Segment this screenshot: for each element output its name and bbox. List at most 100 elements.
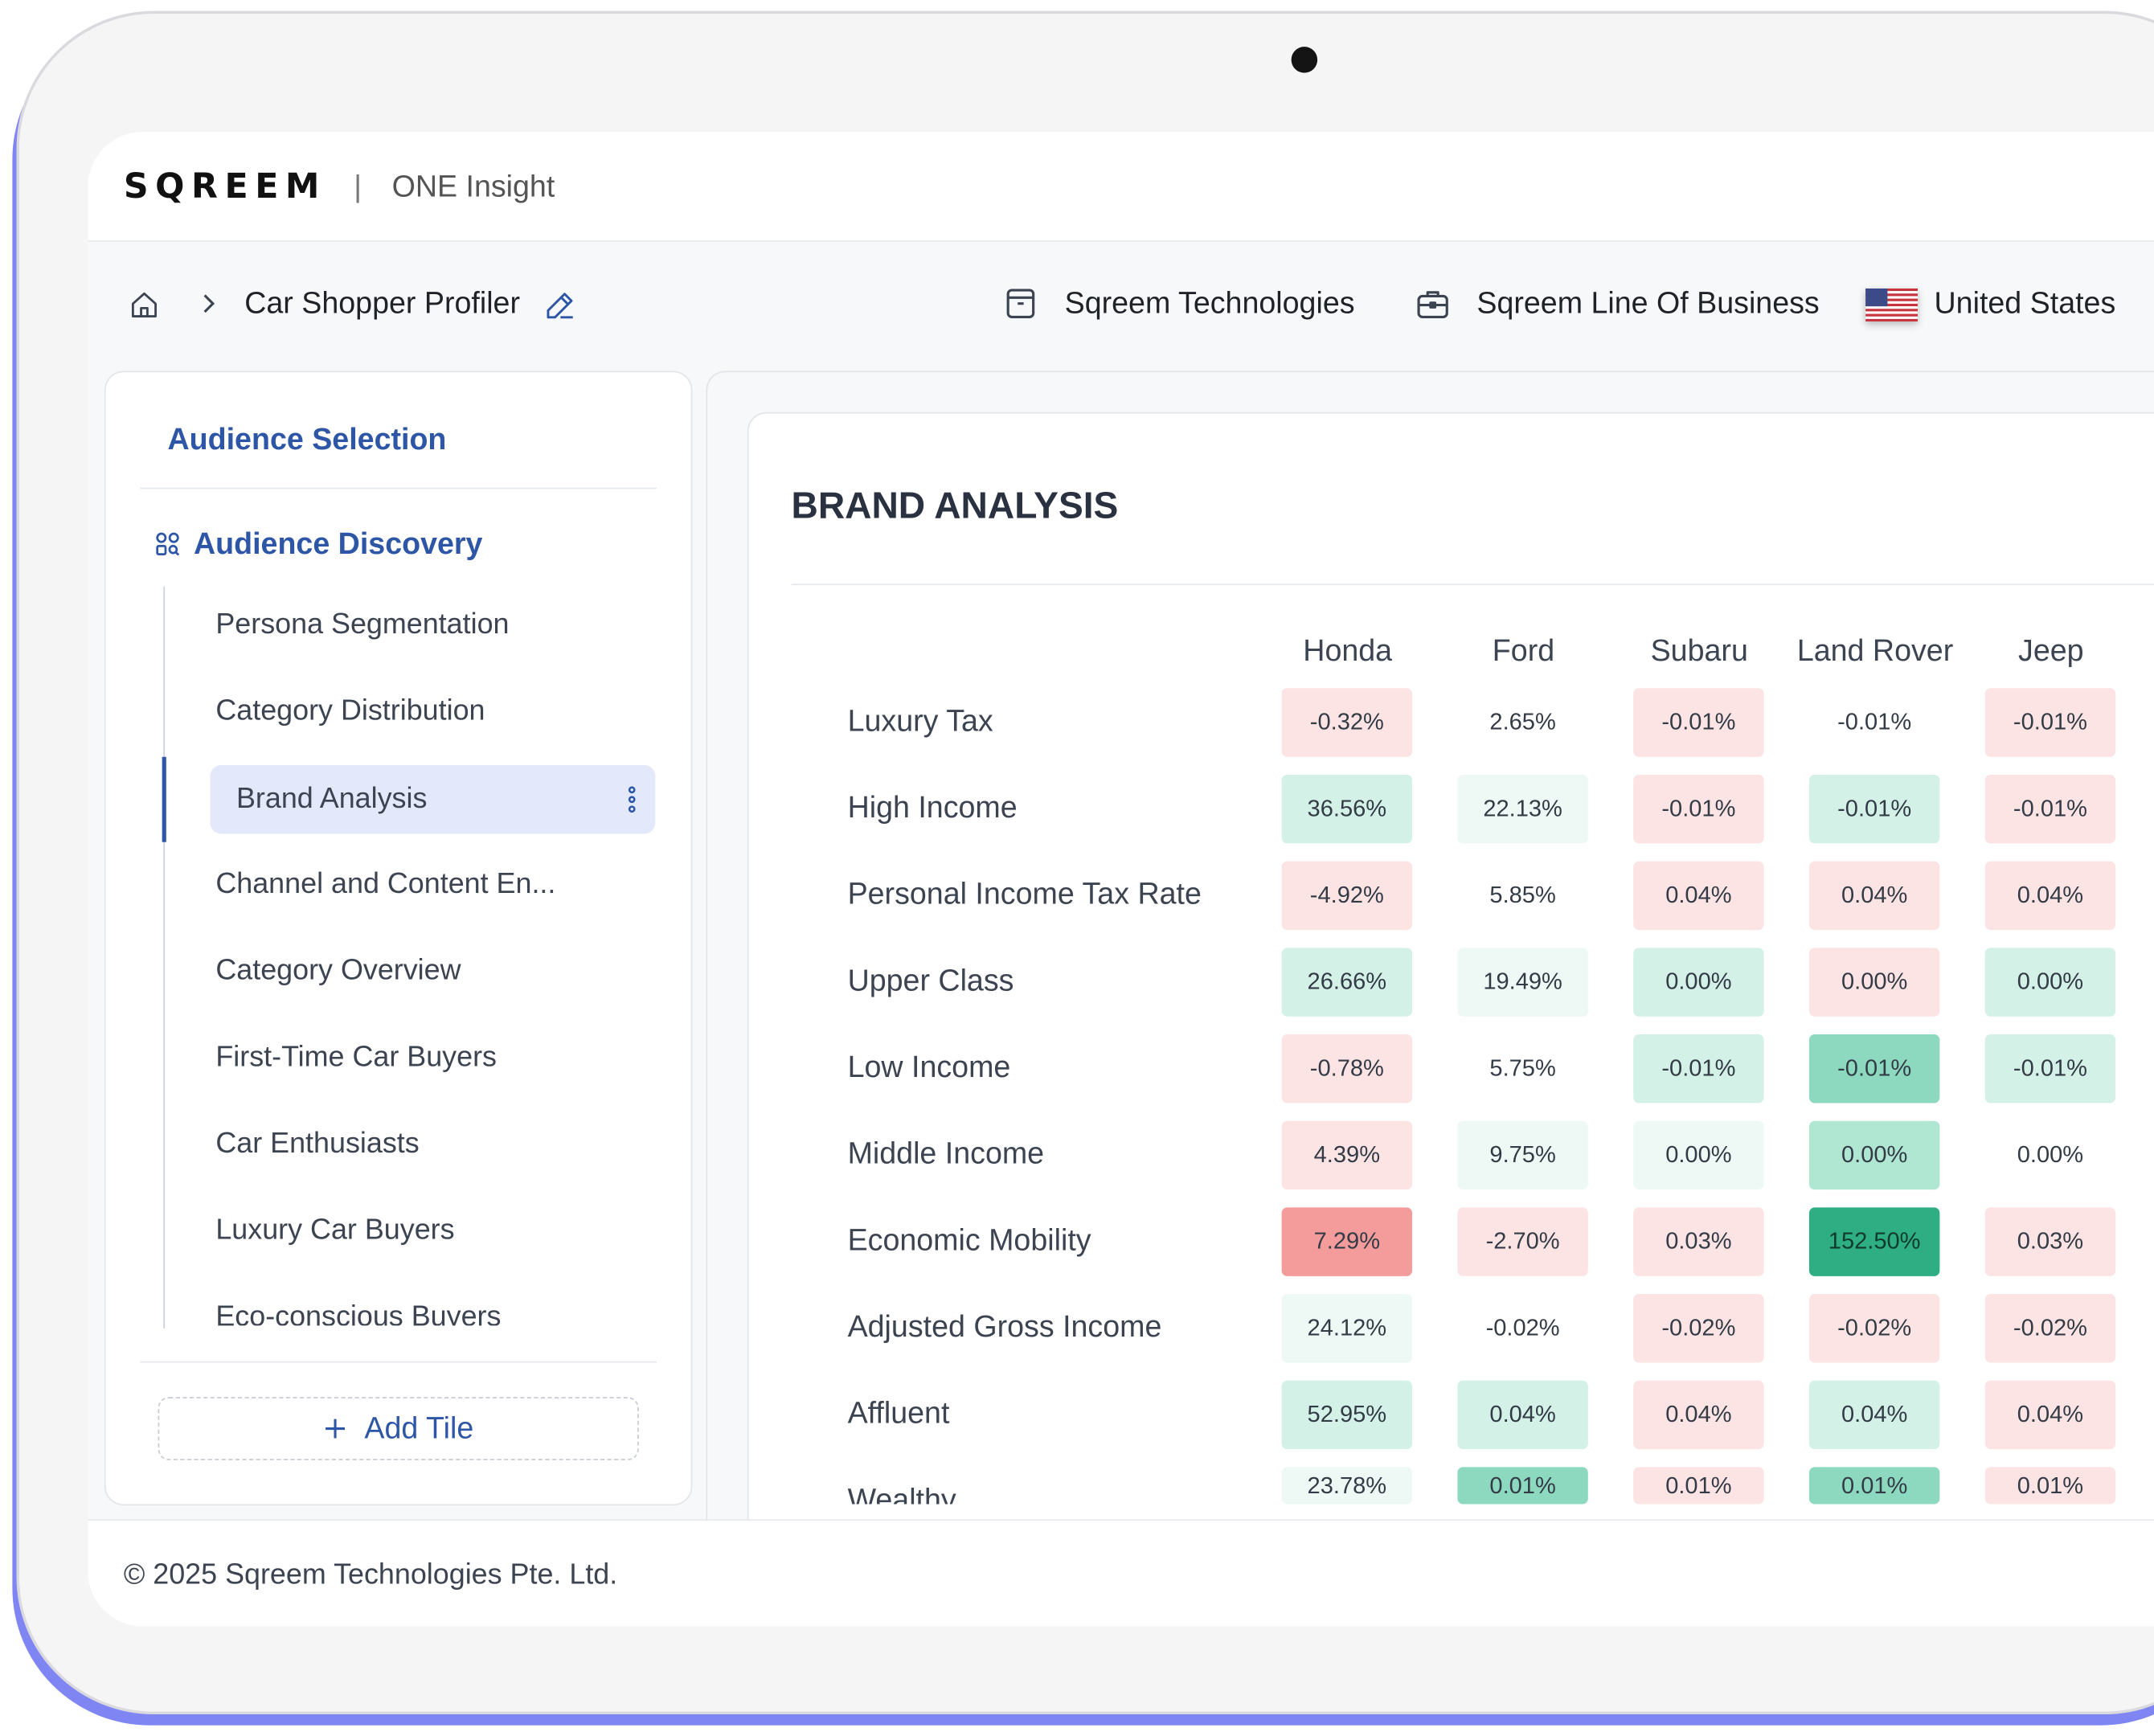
row-label: Middle Income <box>847 1136 1045 1171</box>
matrix-cell[interactable]: 0.03% <box>1984 1207 2116 1276</box>
matrix-cell[interactable]: 0.00% <box>1808 1120 1940 1190</box>
matrix-cell[interactable]: 0.01% <box>1633 1467 1764 1505</box>
matrix-cell[interactable]: 0.01% <box>1984 1467 2116 1505</box>
matrix-cell[interactable]: -0.02% <box>1457 1294 1588 1363</box>
matrix-cell[interactable]: 0.00% <box>1984 948 2116 1017</box>
matrix-cell[interactable]: 0.04% <box>1633 1380 1764 1450</box>
matrix-cell[interactable]: 0.03% <box>1633 1207 1764 1276</box>
matrix-cell[interactable]: 22.13% <box>1457 774 1588 844</box>
top-bar: SQREEM | ONE Insight <box>88 132 2154 242</box>
matrix-cell[interactable]: 9.75% <box>1457 1120 1588 1190</box>
matrix-cell[interactable]: -0.01% <box>1984 688 2116 757</box>
product-name: ONE Insight <box>391 168 555 203</box>
row-label: Economic Mobility <box>847 1222 1091 1257</box>
country-selector[interactable]: United States <box>1934 285 2116 321</box>
add-tile-button[interactable]: Add Tile <box>158 1397 639 1460</box>
row-label: High Income <box>847 789 1018 825</box>
audience-discovery-label: Audience Discovery <box>193 526 483 561</box>
copyright-text: © 2025 Sqreem Technologies Pte. Ltd. <box>123 1558 618 1591</box>
matrix-cell[interactable]: 0.04% <box>1984 1380 2116 1450</box>
briefcase-icon <box>1417 291 1448 318</box>
matrix-cell[interactable]: -4.92% <box>1281 861 1413 931</box>
matrix-cell[interactable]: 0.04% <box>1984 861 2116 931</box>
row-label: Wealthy <box>847 1482 956 1505</box>
matrix-cell[interactable]: -0.02% <box>1808 1294 1940 1363</box>
matrix-cell[interactable]: 4.39% <box>1281 1120 1413 1190</box>
business-line-selector[interactable]: Sqreem Line Of Business <box>1476 285 1820 321</box>
sidebar-item-label: Brand Analysis <box>235 783 428 815</box>
matrix-cell[interactable]: 152.50% <box>1808 1207 1940 1276</box>
matrix-cell[interactable]: 5.75% <box>1457 1034 1588 1103</box>
matrix-cell[interactable]: -0.78% <box>1281 1034 1413 1103</box>
row-label: Personal Income Tax Rate <box>847 876 1202 911</box>
brand-analysis-card: BRAND ANALYSIS Honda Ford Subaru Land Rover… <box>747 411 2154 1594</box>
sidebar-item-persona-segmentation[interactable]: Persona Segmentation <box>215 608 510 641</box>
matrix-cell[interactable]: 0.04% <box>1808 1380 1940 1450</box>
chevron-right-icon <box>203 294 215 313</box>
row-label: Affluent <box>847 1395 950 1431</box>
sidebar-item-category-overview[interactable]: Category Overview <box>215 954 461 987</box>
sidebar-item-eco-conscious-buyers[interactable]: Eco-conscious Buyers <box>215 1300 502 1326</box>
sidebar-item-category-distribution[interactable]: Category Distribution <box>215 694 485 727</box>
matrix-cell[interactable]: -0.01% <box>1633 1034 1764 1103</box>
matrix-cell[interactable]: -0.01% <box>1808 1034 1940 1103</box>
home-icon[interactable] <box>129 290 160 321</box>
sidebar: Audience Selection Audience Discovery Pe… <box>104 371 693 1506</box>
sidebar-item-car-enthusiasts[interactable]: Car Enthusiasts <box>215 1128 420 1160</box>
tree-line <box>163 586 166 1329</box>
matrix-cell[interactable]: 0.00% <box>1633 948 1764 1017</box>
us-flag-icon <box>1865 288 1919 321</box>
matrix-cell[interactable]: 52.95% <box>1281 1380 1413 1450</box>
org-selector[interactable]: Sqreem Technologies <box>1064 285 1355 321</box>
pencil-icon[interactable] <box>544 289 577 321</box>
archive-icon <box>1006 289 1035 318</box>
breadcrumb-current: Car Shopper Profiler <box>244 285 521 321</box>
brand-logo[interactable]: SQREEM <box>123 166 327 207</box>
matrix-cell[interactable]: 0.01% <box>1808 1467 1940 1505</box>
matrix-cell[interactable]: 23.78% <box>1281 1467 1413 1505</box>
matrix-cell[interactable]: -0.01% <box>1808 774 1940 844</box>
matrix-cell[interactable]: -2.70% <box>1457 1207 1588 1276</box>
matrix-cell[interactable]: 19.49% <box>1457 948 1588 1017</box>
plus-icon <box>326 1419 346 1439</box>
logo-separator: | <box>354 168 362 203</box>
matrix-cell[interactable]: 0.00% <box>1633 1120 1764 1190</box>
sidebar-scroll-clip: Eco-conscious Buyers <box>106 1301 691 1326</box>
matrix-cell[interactable]: -0.01% <box>1808 688 1940 757</box>
matrix-cell[interactable]: -0.01% <box>1984 1034 2116 1103</box>
matrix-cell[interactable]: -0.02% <box>1984 1294 2116 1363</box>
matrix-cell[interactable]: 0.04% <box>1457 1380 1588 1450</box>
sidebar-divider-bottom <box>140 1361 657 1363</box>
app-screen: SQREEM | ONE Insight Car Shopper Profile… <box>88 132 2154 1627</box>
matrix-cell[interactable]: 26.66% <box>1281 948 1413 1017</box>
matrix-cell[interactable]: -0.01% <box>1633 774 1764 844</box>
matrix-cell[interactable]: -0.01% <box>1633 688 1764 757</box>
row-label: Low Income <box>847 1049 1011 1084</box>
audience-discovery-section[interactable]: Audience Discovery <box>155 526 482 562</box>
matrix-cell[interactable]: 2.65% <box>1457 688 1588 757</box>
sidebar-item-brand-analysis[interactable]: Brand Analysis <box>210 765 656 834</box>
column-header: Ford <box>1492 633 1555 668</box>
sidebar-item-channel-content[interactable]: Channel and Content En... <box>215 868 556 900</box>
sidebar-item-first-time-car-buyers[interactable]: First-Time Car Buyers <box>215 1041 498 1073</box>
matrix-cell[interactable]: -0.02% <box>1633 1294 1764 1363</box>
audience-selection-link[interactable]: Audience Selection <box>167 421 447 457</box>
camera-dot <box>1291 47 1318 73</box>
matrix-cell[interactable]: 0.00% <box>1808 948 1940 1017</box>
matrix-cell[interactable]: 0.04% <box>1633 861 1764 931</box>
matrix-cell[interactable]: -0.32% <box>1281 688 1413 757</box>
matrix-cell[interactable]: 36.56% <box>1281 774 1413 844</box>
row-label: Adjusted Gross Income <box>847 1308 1162 1344</box>
column-header: Land Rover <box>1796 633 1954 668</box>
column-header: Honda <box>1303 633 1393 668</box>
matrix-cell[interactable]: 5.85% <box>1457 861 1588 931</box>
sidebar-item-luxury-car-buyers[interactable]: Luxury Car Buyers <box>215 1214 455 1247</box>
more-options-icon[interactable] <box>628 786 636 813</box>
matrix-cell[interactable]: 24.12% <box>1281 1294 1413 1363</box>
matrix-cell[interactable]: 0.01% <box>1457 1467 1588 1505</box>
matrix-cell[interactable]: 0.00% <box>1984 1120 2116 1190</box>
matrix-cell[interactable]: 0.04% <box>1808 861 1940 931</box>
matrix-cell[interactable]: -0.01% <box>1984 774 2116 844</box>
column-header: Jeep <box>2018 633 2084 668</box>
matrix-cell[interactable]: 7.29% <box>1281 1207 1413 1276</box>
